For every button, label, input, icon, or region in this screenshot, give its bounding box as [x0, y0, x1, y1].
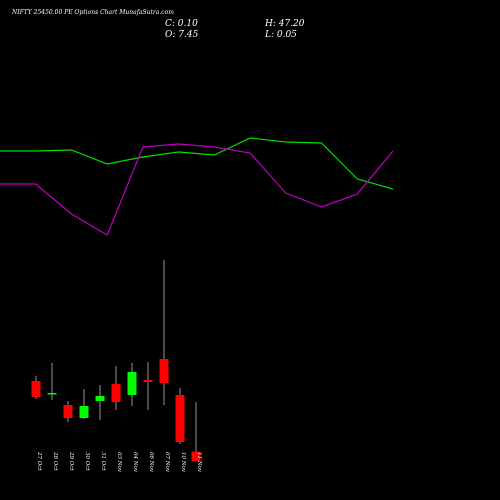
line-series [0, 137, 394, 190]
candle-body [79, 406, 89, 418]
line-series [0, 143, 394, 236]
x-tick-label: 27 Oct [36, 451, 42, 471]
ohlc-label: O: 7.45 [165, 30, 199, 40]
candle-body [47, 393, 57, 395]
x-tick-label: 11 Nov [196, 452, 202, 473]
candle-body [31, 381, 41, 397]
x-tick-label: 10 Nov [180, 452, 186, 473]
candle-body [159, 359, 169, 383]
ohlc-label: C: 0.10 [165, 19, 198, 29]
x-tick-label: 07 Nov [164, 452, 170, 473]
candle-body [127, 372, 137, 395]
chart-title: NIFTY 25450.00 PE Options Chart MunafaSu… [11, 9, 174, 16]
ohlc-label: L: 0.05 [264, 30, 297, 40]
x-tick-label: 28 Oct [52, 451, 58, 471]
candle-body [191, 451, 201, 461]
candle-body [95, 396, 105, 401]
candle-body [63, 405, 73, 418]
x-tick-label: 29 Oct [68, 451, 74, 471]
ohlc-label: H: 47.20 [264, 19, 305, 29]
candle-body [111, 384, 121, 402]
candle-body [143, 380, 153, 382]
x-tick-label: 30 Oct [84, 452, 90, 471]
x-tick-label: 31 Oct [100, 452, 106, 471]
x-tick-label: 03 Nov [116, 452, 122, 473]
x-tick-label: 06 Nov [148, 452, 154, 473]
candle-body [175, 395, 185, 442]
x-tick-label: 04 Nov [132, 452, 138, 473]
